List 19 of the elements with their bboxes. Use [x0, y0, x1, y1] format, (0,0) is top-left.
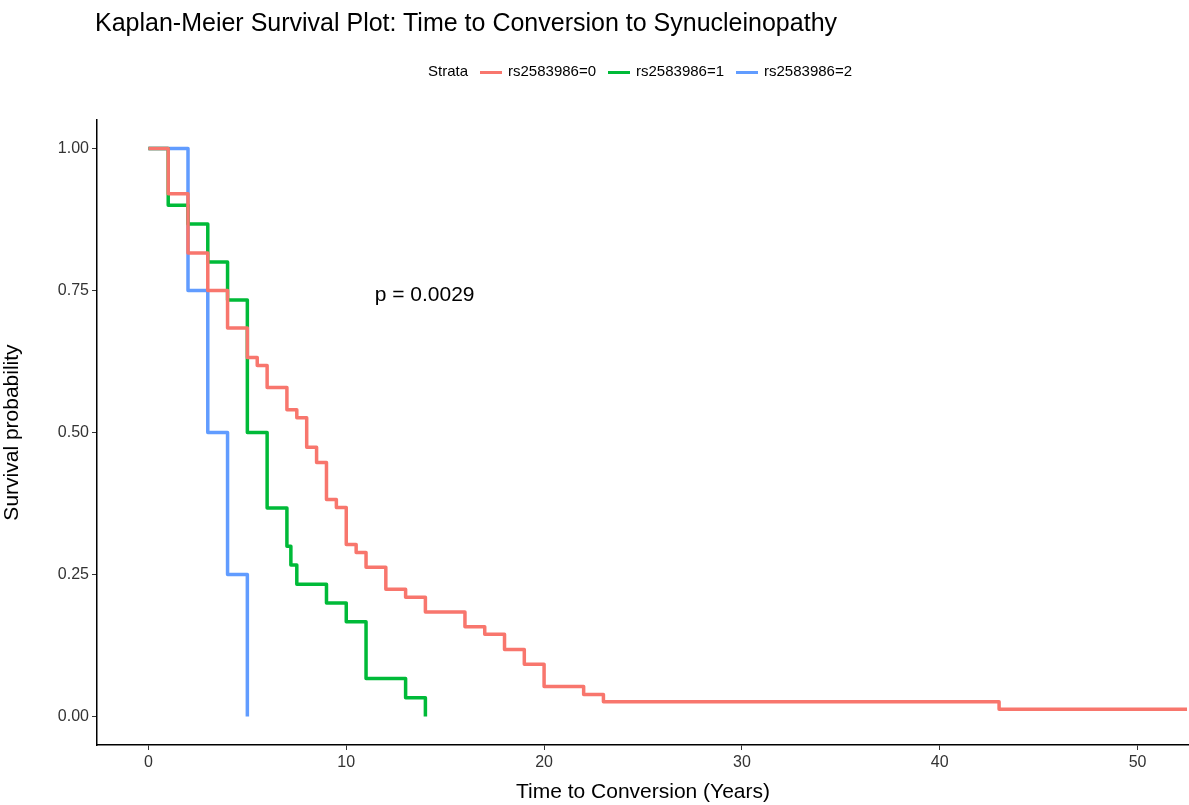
- legend-title: Strata: [427, 62, 469, 79]
- x-tick-label: 40: [930, 753, 949, 771]
- legend-label: rs2583986=0: [507, 62, 597, 79]
- x-tick-label: 20: [535, 753, 554, 771]
- x-tick-label: 0: [143, 753, 153, 771]
- y-tick-label: 0.75: [57, 280, 90, 298]
- y-tick-label: 1.00: [57, 138, 90, 156]
- annotation: p = 0.0029: [374, 281, 475, 305]
- chart-title: Kaplan-Meier Survival Plot: Time to Conversion to Synucleinopathy: [95, 8, 838, 37]
- x-tick-label: 50: [1128, 753, 1147, 771]
- x-tick-label: 10: [337, 753, 356, 771]
- x-tick-label: 30: [733, 753, 751, 771]
- y-tick-label: 0.00: [57, 707, 90, 724]
- x-axis-title: Time to Conversion (Years): [515, 779, 771, 803]
- legend-label: rs2583986=2: [763, 62, 853, 79]
- y-tick-label: 0.50: [57, 422, 90, 440]
- legend-label: rs2583986=1: [635, 62, 725, 79]
- y-axis-title: Survival probability: [0, 343, 23, 521]
- y-tick-label: 0.25: [57, 564, 90, 582]
